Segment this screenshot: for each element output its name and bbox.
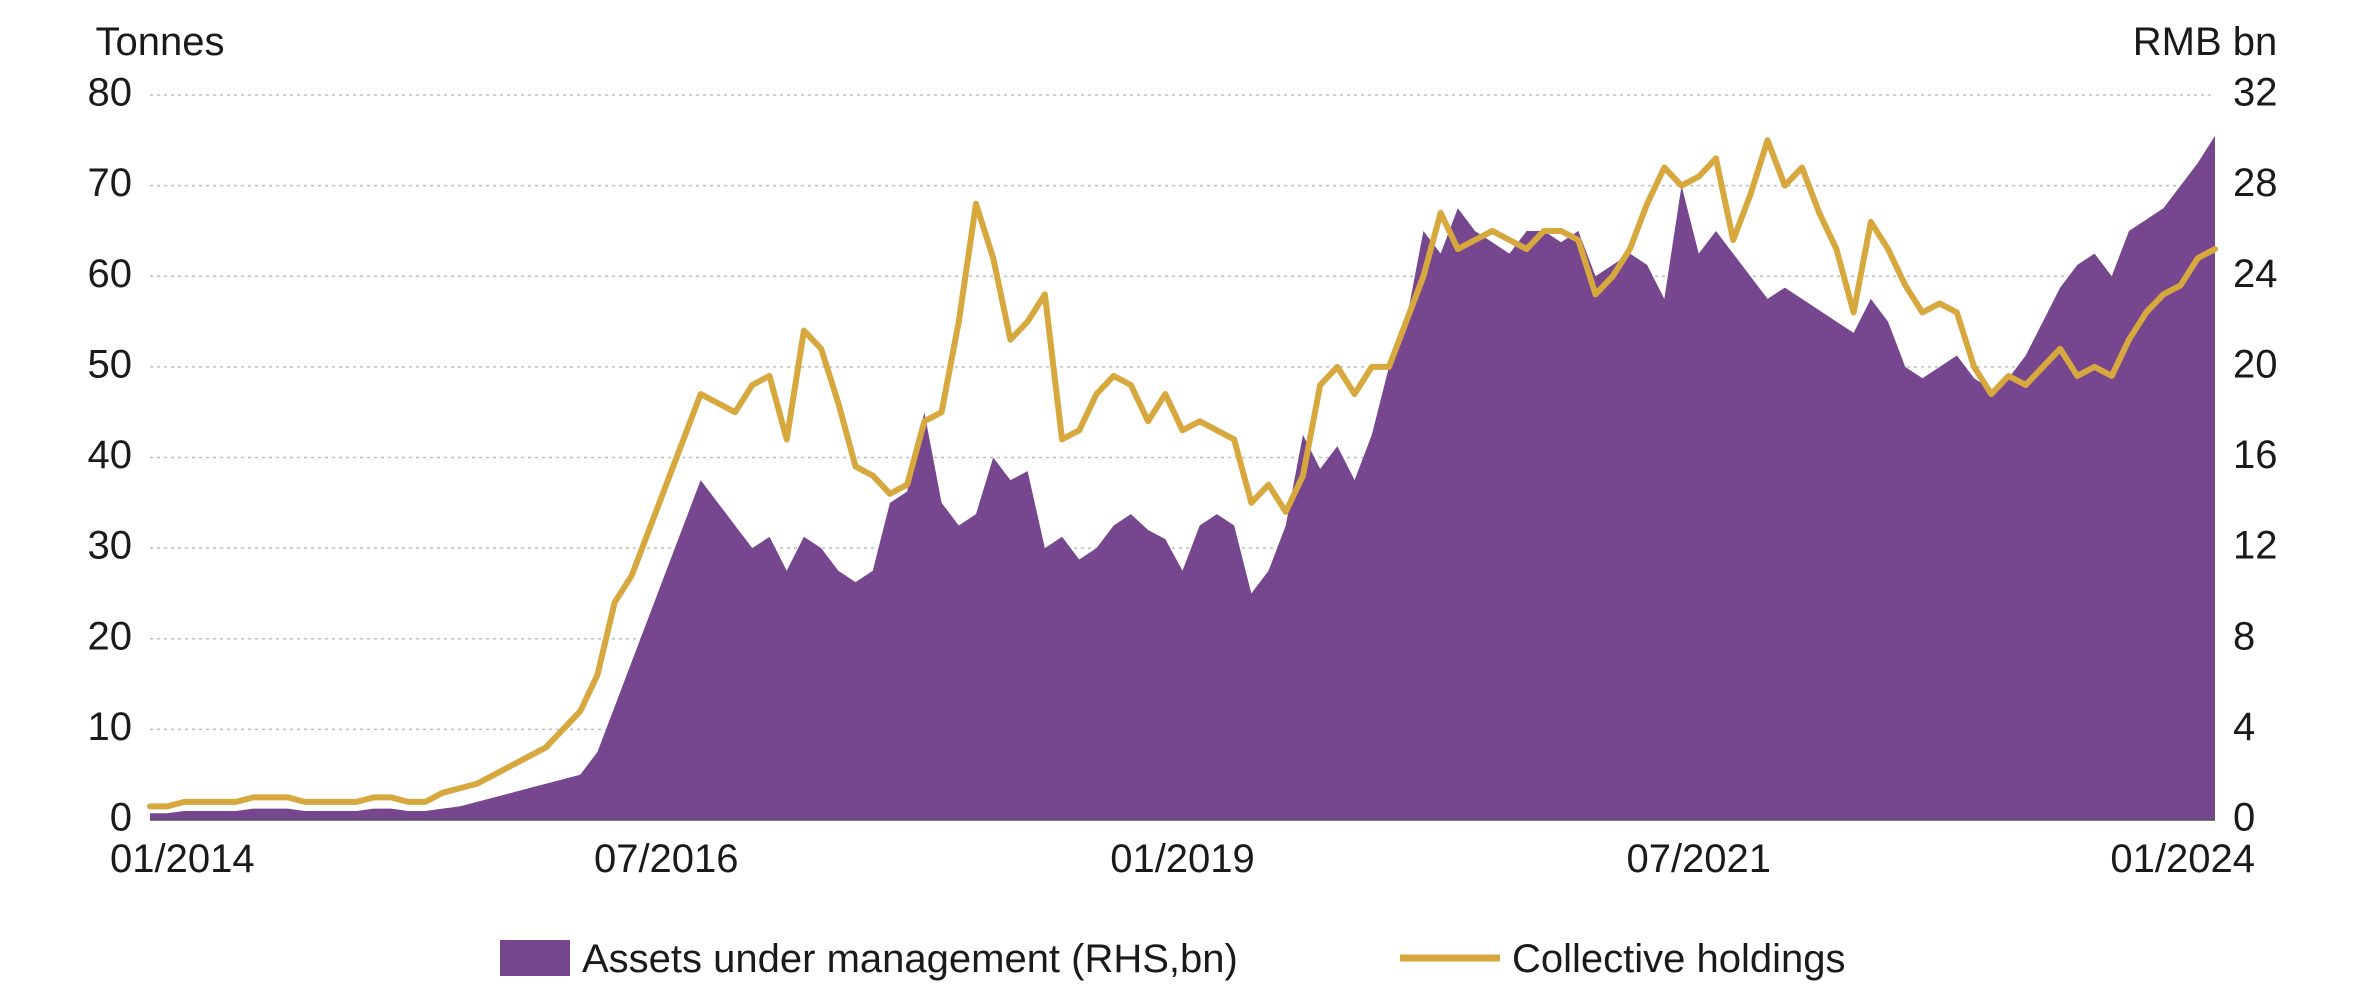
y-left-tick-label: 0 <box>110 796 132 840</box>
y-left-tick-label: 50 <box>88 342 133 386</box>
y-left-tick-label: 30 <box>88 524 133 568</box>
chart-container: 0 10 20 30 40 50 60 70 80 0 4 8 12 16 20 24 28 32 01/2014 0… <box>0 0 2378 1008</box>
y-right-axis-title: RMB bn <box>2133 20 2278 64</box>
y-right-tick-label: 28 <box>2233 161 2278 205</box>
y-right-tick-label: 16 <box>2233 433 2278 477</box>
legend: Assets under management (RHS,bn) Collecti… <box>500 937 1846 981</box>
x-tick-label: 07/2021 <box>1626 837 1771 881</box>
y-right-tick-label: 8 <box>2233 614 2255 658</box>
y-left-tick-label: 20 <box>88 614 133 658</box>
y-right-tick-label: 20 <box>2233 342 2278 386</box>
y-right-tick-label: 12 <box>2233 524 2278 568</box>
y-left-axis-title: Tonnes <box>96 20 225 64</box>
legend-label-area: Assets under management (RHS,bn) <box>582 937 1238 981</box>
y-left-tick-label: 40 <box>88 433 133 477</box>
y-left-tick-label: 10 <box>88 705 133 749</box>
legend-swatch-area <box>500 940 570 976</box>
y-right-tick-label: 32 <box>2233 71 2278 115</box>
chart-svg: 0 10 20 30 40 50 60 70 80 0 4 8 12 16 20 24 28 32 01/2014 0… <box>0 0 2378 1008</box>
x-tick-label: 01/2014 <box>110 837 255 881</box>
y-right-tick-label: 4 <box>2233 705 2255 749</box>
x-tick-label: 01/2024 <box>2110 837 2255 881</box>
y-right-tick-label: 0 <box>2233 796 2255 840</box>
y-right-tick-label: 24 <box>2233 252 2278 296</box>
y-left-tick-label: 70 <box>88 161 133 205</box>
y-left-tick-label: 60 <box>88 252 133 296</box>
x-tick-label: 01/2019 <box>1110 837 1255 881</box>
y-left-tick-label: 80 <box>88 71 133 115</box>
legend-label-line: Collective holdings <box>1512 937 1846 981</box>
x-tick-label: 07/2016 <box>594 837 739 881</box>
